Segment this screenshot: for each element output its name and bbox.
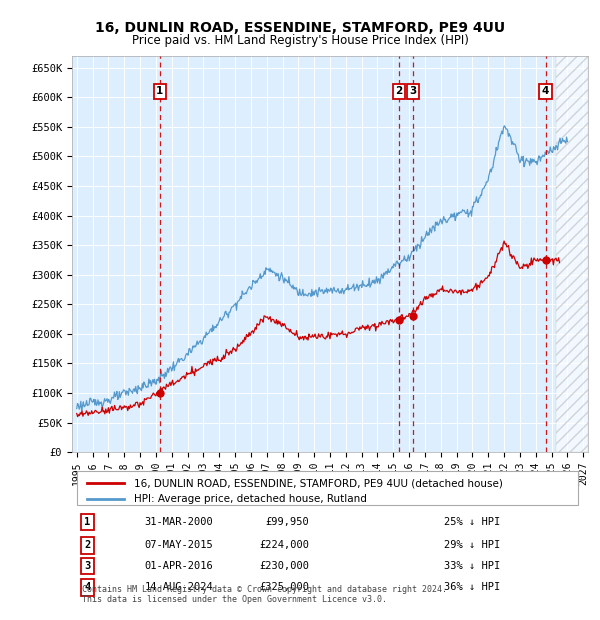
Text: 16, DUNLIN ROAD, ESSENDINE, STAMFORD, PE9 4UU: 16, DUNLIN ROAD, ESSENDINE, STAMFORD, PE… [95, 21, 505, 35]
Text: 4: 4 [542, 86, 549, 96]
Text: 29% ↓ HPI: 29% ↓ HPI [443, 541, 500, 551]
FancyBboxPatch shape [77, 471, 578, 505]
Text: 2: 2 [85, 541, 91, 551]
Text: £230,000: £230,000 [259, 560, 310, 570]
Text: 1: 1 [85, 517, 91, 527]
Text: £325,000: £325,000 [259, 582, 310, 592]
Text: 07-MAY-2015: 07-MAY-2015 [144, 541, 213, 551]
Text: HPI: Average price, detached house, Rutland: HPI: Average price, detached house, Rutl… [134, 494, 367, 504]
Text: 33% ↓ HPI: 33% ↓ HPI [443, 560, 500, 570]
Text: £99,950: £99,950 [266, 517, 310, 527]
Text: 25% ↓ HPI: 25% ↓ HPI [443, 517, 500, 527]
Text: 4: 4 [85, 582, 91, 592]
Text: 1: 1 [156, 86, 163, 96]
Text: 36% ↓ HPI: 36% ↓ HPI [443, 582, 500, 592]
Text: 16, DUNLIN ROAD, ESSENDINE, STAMFORD, PE9 4UU (detached house): 16, DUNLIN ROAD, ESSENDINE, STAMFORD, PE… [134, 478, 503, 489]
Text: 3: 3 [85, 560, 91, 570]
Text: 31-MAR-2000: 31-MAR-2000 [144, 517, 213, 527]
Text: 14-AUG-2024: 14-AUG-2024 [144, 582, 213, 592]
Text: 01-APR-2016: 01-APR-2016 [144, 560, 213, 570]
Text: Price paid vs. HM Land Registry's House Price Index (HPI): Price paid vs. HM Land Registry's House … [131, 34, 469, 46]
Text: Contains HM Land Registry data © Crown copyright and database right 2024.
This d: Contains HM Land Registry data © Crown c… [82, 585, 448, 604]
Text: 2: 2 [395, 86, 403, 96]
Text: 3: 3 [409, 86, 417, 96]
Text: £224,000: £224,000 [259, 541, 310, 551]
